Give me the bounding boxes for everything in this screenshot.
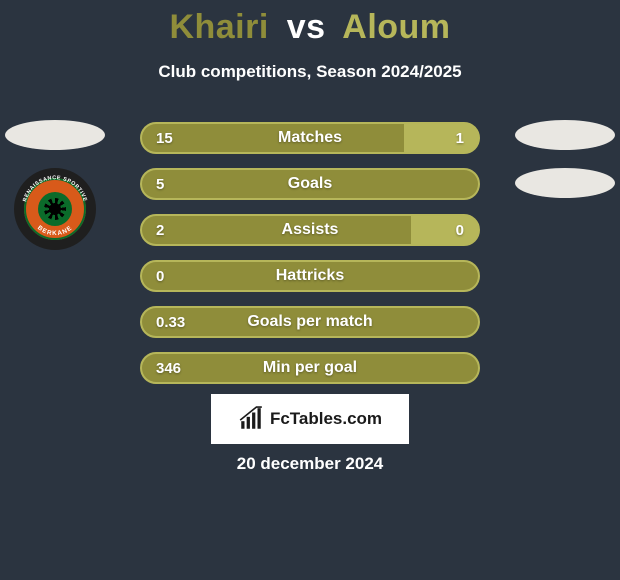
stat-row: 346Min per goal <box>140 352 480 384</box>
title-vs: vs <box>287 8 326 46</box>
bar-chart-icon <box>238 406 264 432</box>
stat-label: Goals per match <box>142 308 478 336</box>
stat-row: 0Hattricks <box>140 260 480 292</box>
player2-name: Aloum <box>342 8 450 46</box>
stat-row: 5Goals <box>140 168 480 200</box>
comparison-card: Khairi vs Aloum Club competitions, Seaso… <box>0 0 620 580</box>
brand-badge: FcTables.com <box>211 394 409 444</box>
brand-text: FcTables.com <box>270 409 382 429</box>
stat-bars: 151Matches 5Goals 20Assists 0Hattricks 0.33G… <box>140 122 480 384</box>
right-column <box>510 120 620 198</box>
stat-row: 20Assists <box>140 214 480 246</box>
page-title: Khairi vs Aloum <box>0 8 620 47</box>
stat-label: Min per goal <box>142 354 478 382</box>
stat-label: Assists <box>142 216 478 244</box>
subtitle: Club competitions, Season 2024/2025 <box>0 62 620 82</box>
date: 20 december 2024 <box>0 454 620 474</box>
stat-label: Matches <box>142 124 478 152</box>
badge-inner-ring <box>24 178 86 240</box>
player1-photo-placeholder <box>5 120 105 150</box>
stat-label: Goals <box>142 170 478 198</box>
player1-club-badge: RENAISSANCE SPORTIVE BERKANE <box>14 168 96 250</box>
badge-ball-icon <box>38 192 72 226</box>
player2-photo-placeholder <box>515 120 615 150</box>
stat-row: 0.33Goals per match <box>140 306 480 338</box>
player2-club-placeholder <box>515 168 615 198</box>
stat-row: 151Matches <box>140 122 480 154</box>
player1-name: Khairi <box>169 8 268 46</box>
stat-label: Hattricks <box>142 262 478 290</box>
left-column: RENAISSANCE SPORTIVE BERKANE <box>0 120 110 250</box>
